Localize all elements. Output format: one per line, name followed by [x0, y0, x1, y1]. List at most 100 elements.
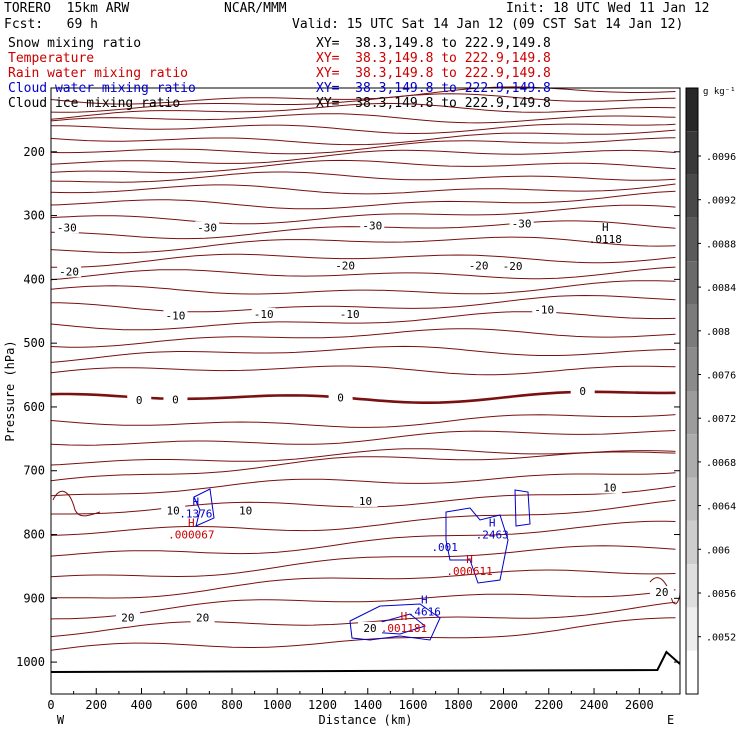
- colorbar-swatch: [686, 217, 698, 262]
- isotherm-line: [50, 345, 676, 363]
- valid-label: Valid: 15 UTC Sat 14 Jan 12 (09 CST Sat …: [292, 17, 684, 32]
- isotherm-line: [50, 545, 676, 578]
- isotherm-label: 10: [603, 482, 616, 495]
- init-label: Init: 18 UTC Wed 11 Jan 12: [506, 1, 710, 16]
- x-tick-label: 1600: [399, 698, 428, 712]
- field-name-cloud-water: Cloud water mixing ratio: [8, 81, 196, 96]
- x-tick-label: 2400: [580, 698, 609, 712]
- y-tick-label: 200: [23, 145, 45, 159]
- colorbar-label: .0072: [706, 414, 736, 425]
- y-tick-label: 600: [23, 400, 45, 414]
- colorbar: g kg⁻¹ .0096 .0092 .0088 .0084 .008 .0076 .0072…: [685, 87, 736, 695]
- maximum-value: .001: [431, 541, 458, 554]
- isotherm-line: [50, 129, 676, 146]
- isotherm-label-bg: [54, 221, 79, 234]
- cloud-water-contour: [445, 507, 509, 584]
- maximum-value: .001181: [381, 622, 427, 635]
- isotherm-line: [50, 499, 676, 536]
- isotherm-label-bg: [509, 217, 534, 230]
- field-xy-cloud-water: XY= 38.3,149.8 to 222.9,149.8: [316, 81, 551, 96]
- isotherm-line: [50, 171, 676, 183]
- isotherm-line: [50, 137, 676, 155]
- isotherm-label: 20: [655, 586, 668, 599]
- isotherm-line: [50, 266, 676, 281]
- isotherm-line: [50, 328, 676, 348]
- isotherm-label: 10: [239, 504, 252, 517]
- x-tick-label: 600: [176, 698, 198, 712]
- isotherm-label: -10: [254, 308, 274, 321]
- isotherm-line: [50, 86, 676, 105]
- cloud-water-contour: [193, 488, 215, 527]
- isotherm-label-bg: [163, 309, 188, 322]
- isotherm-label: -10: [166, 309, 186, 322]
- isotherm-label: 20: [196, 612, 209, 625]
- surface-line: [50, 650, 681, 673]
- isotherm-line: [50, 113, 676, 124]
- isotherm-line: [50, 430, 676, 446]
- isotherm-label: 0: [172, 393, 179, 406]
- isotherm-line: [50, 159, 676, 174]
- maximum-marker: H: [602, 221, 609, 234]
- colorbar-label: .0092: [706, 196, 736, 207]
- maximum-value: .4616: [408, 606, 441, 619]
- isotherm-label: -20: [335, 260, 355, 273]
- field-name-temperature: Temperature: [8, 51, 95, 66]
- isotherm-label: -30: [362, 219, 382, 232]
- x-tick-label: 200: [85, 698, 107, 712]
- isotherm-line: [50, 102, 676, 120]
- y-tick-label: 300: [23, 209, 45, 223]
- isotherm-label-bg: [161, 504, 186, 517]
- isotherm-label-bg: [649, 586, 674, 599]
- field-xy-rain: XY= 38.3,149.8 to 222.9,149.8: [316, 66, 551, 81]
- isotherm-line: [50, 414, 676, 428]
- field-xy-cloud-ice: XY= 38.3,149.8 to 222.9,149.8: [316, 96, 551, 111]
- isotherm-label: -30: [197, 221, 217, 234]
- field-xy-snow: XY= 38.3,149.8 to 222.9,149.8: [316, 36, 551, 51]
- center-label: NCAR/MMM: [224, 1, 287, 16]
- colorbar-swatch: [686, 347, 698, 391]
- x-tick-label: 400: [131, 698, 153, 712]
- colorbar-swatch: [686, 261, 698, 305]
- x-axis-label: Distance (km): [319, 713, 413, 727]
- colorbar-swatch: [686, 564, 698, 608]
- colorbar-label: .0084: [706, 283, 736, 294]
- isotherm-label-bg: [195, 221, 220, 234]
- x-tick-label: 1800: [444, 698, 473, 712]
- isotherm-label: -20: [503, 260, 523, 273]
- isotherm-line: [50, 520, 676, 557]
- colorbar-swatch: [686, 88, 698, 132]
- isotherm-label-bg: [251, 308, 276, 321]
- colorbar-swatch: [686, 174, 698, 218]
- field-name-snow: Snow mixing ratio: [8, 36, 142, 51]
- isotherm-label-bg: [57, 265, 82, 278]
- isotherm-label-bg: [570, 385, 595, 398]
- isotherm-label-bg: [190, 611, 215, 624]
- isotherm-label: 0: [136, 394, 143, 407]
- model-label: TORERO 15km ARW: [4, 1, 130, 16]
- cloud-water-contour: [349, 603, 441, 641]
- y-tick-label: 1000: [16, 655, 45, 669]
- isotherm-label-bg: [328, 391, 353, 404]
- isotherm-label-bg: [532, 303, 557, 316]
- isotherm-label: 0: [579, 385, 586, 398]
- x-tick-label: 800: [221, 698, 243, 712]
- isotherm-line: [50, 183, 676, 195]
- maximum-marker: H: [401, 610, 408, 623]
- isotherm-label: 20: [363, 622, 376, 635]
- x-end-label-west: W: [57, 713, 65, 727]
- colorbar-swatch: [686, 434, 698, 478]
- isotherm-label-bg: [353, 494, 378, 507]
- isotherm-label-bg: [466, 259, 491, 272]
- colorbar-label: .0052: [706, 633, 736, 644]
- isotherm-line: [50, 589, 676, 620]
- colorbar-label: .0056: [706, 589, 736, 600]
- maximum-value: .2463: [476, 528, 509, 541]
- isotherm-label-bg: [333, 259, 358, 272]
- colorbar-label: .0096: [706, 152, 736, 163]
- maximum-value: .1376: [179, 507, 212, 520]
- maximum-value: .000611: [446, 565, 492, 578]
- x-end-label-east: E: [667, 713, 674, 727]
- isotherm-line: [50, 311, 676, 331]
